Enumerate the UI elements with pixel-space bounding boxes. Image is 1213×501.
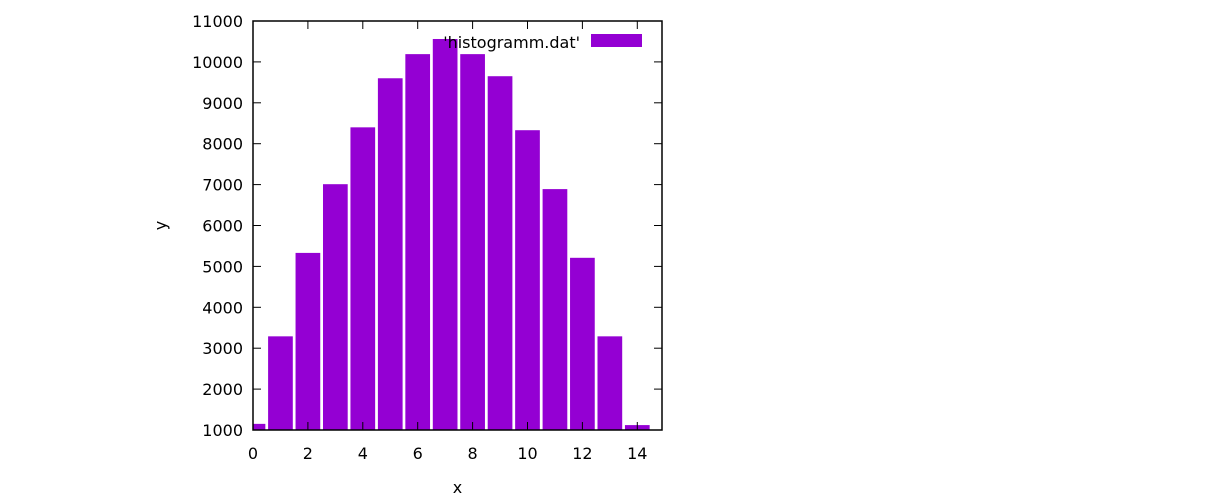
bar bbox=[515, 130, 540, 430]
bar bbox=[542, 189, 568, 430]
x-tick-label: 8 bbox=[468, 444, 478, 463]
y-tick-label: 1000 bbox=[202, 421, 243, 440]
bar bbox=[295, 252, 321, 430]
x-tick-label: 4 bbox=[358, 444, 368, 463]
bar bbox=[322, 184, 348, 430]
bar bbox=[487, 76, 513, 430]
y-axis-label: y bbox=[151, 221, 170, 230]
y-tick-label: 5000 bbox=[202, 257, 243, 276]
x-tick-label: 2 bbox=[303, 444, 313, 463]
y-tick-label: 4000 bbox=[202, 298, 243, 317]
bar bbox=[350, 127, 376, 430]
y-tick-label: 6000 bbox=[202, 217, 243, 236]
y-tick-label: 7000 bbox=[202, 176, 243, 195]
bar bbox=[570, 257, 595, 430]
x-tick-label: 12 bbox=[572, 444, 592, 463]
y-tick-label: 10000 bbox=[192, 53, 243, 72]
y-tick-label: 11000 bbox=[192, 12, 243, 31]
y-tick-label: 2000 bbox=[202, 380, 243, 399]
bar bbox=[460, 54, 485, 431]
y-tick-label: 3000 bbox=[202, 339, 243, 358]
bar bbox=[597, 336, 623, 430]
bar bbox=[432, 38, 458, 430]
x-tick-label: 0 bbox=[248, 444, 258, 463]
ticks-group bbox=[252, 20, 662, 431]
y-tick-label: 8000 bbox=[202, 135, 243, 154]
bars-group bbox=[253, 38, 650, 431]
y-tick-label: 9000 bbox=[202, 94, 243, 113]
y-tick-labels: 1000 2000 3000 4000 5000 6000 7000 8000 9000 1000… bbox=[192, 12, 243, 440]
bar bbox=[268, 336, 293, 430]
x-tick-label: 14 bbox=[627, 444, 647, 463]
bar bbox=[405, 54, 431, 431]
x-tick-labels: 0 2 4 6 8 10 12 14 bbox=[248, 444, 648, 463]
x-tick-label: 6 bbox=[413, 444, 423, 463]
bar bbox=[253, 423, 266, 430]
legend-label: 'histogramm.dat' bbox=[443, 33, 580, 52]
legend: 'histogramm.dat' bbox=[443, 33, 642, 52]
legend-swatch bbox=[591, 34, 642, 47]
bar bbox=[377, 78, 403, 430]
x-tick-label: 10 bbox=[517, 444, 537, 463]
x-axis-label: x bbox=[453, 478, 462, 497]
